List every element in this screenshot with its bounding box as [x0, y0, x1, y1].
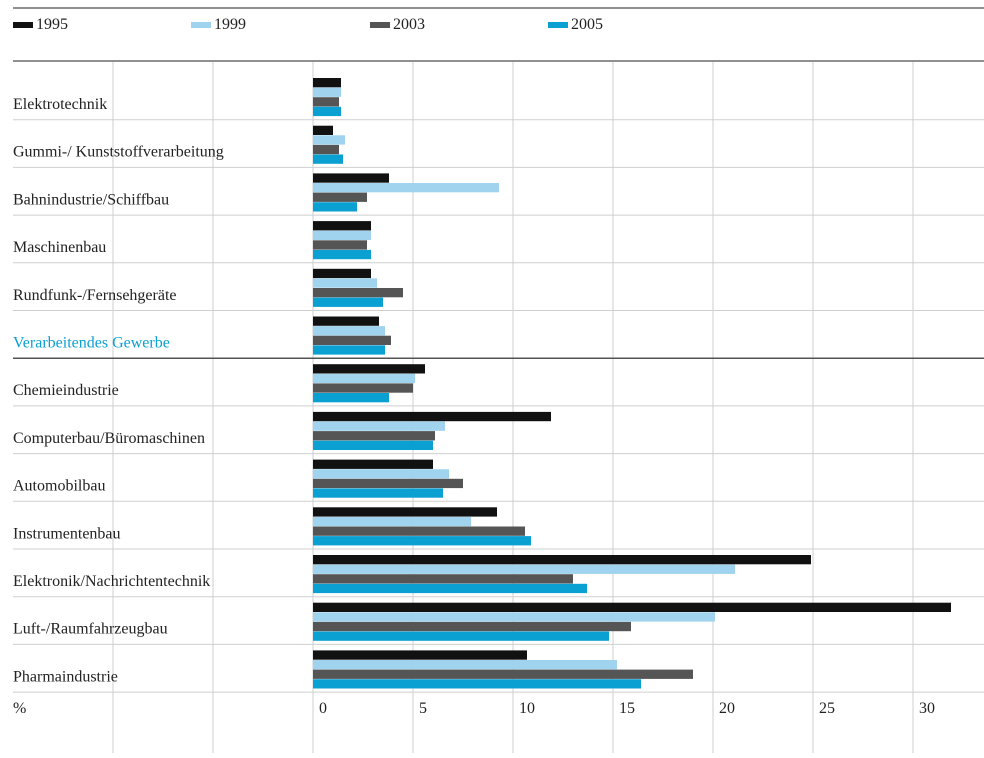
bar-1999 [313, 516, 471, 527]
bar-1999 [313, 278, 377, 288]
category-label: Computerbau/Büromaschinen [13, 430, 205, 447]
category-label: Pharmaindustrie [13, 668, 118, 685]
bar-2003 [313, 97, 339, 107]
category-label: Rundfunk-/Fernsehgeräte [13, 287, 177, 304]
bar-2003 [313, 288, 403, 298]
category-label: Luft-/Raumfahrzeugbau [13, 621, 168, 638]
category-label: Elektronik/Nachrichtentechnik [13, 573, 210, 590]
bar-2005 [313, 679, 641, 689]
category-label: Automobilbau [13, 478, 105, 495]
x-tick-label: 15 [619, 700, 635, 717]
bar-1995 [313, 507, 497, 517]
x-tick-label: 30 [919, 700, 935, 717]
category-labels: Elektrotechnik Gummi-/ Kunststoffverarbei… [13, 96, 224, 685]
category-label: Maschinenbau [13, 239, 106, 256]
legend-swatch-1995 [13, 22, 33, 28]
bar-1999 [313, 87, 341, 97]
bar-2005 [313, 393, 389, 403]
bar-1999 [313, 612, 715, 622]
x-tick-label: 0 [319, 700, 327, 717]
bar-2003 [313, 431, 435, 441]
bar-2005 [313, 202, 357, 212]
bar-2003 [313, 144, 339, 155]
bar-2003 [313, 478, 463, 489]
category-label: Instrumentenbau [13, 525, 121, 542]
bar-2005 [313, 536, 531, 546]
bar-2003 [313, 621, 631, 632]
bar-1999 [313, 564, 735, 574]
x-tick-label: 5 [419, 700, 427, 717]
bar-2003 [313, 526, 525, 536]
category-label: Gummi-/ Kunststoffverarbeitung [13, 144, 224, 161]
category-label: Bahnindustrie/Schiffbau [13, 191, 169, 208]
legend-label-2003: 2003 [393, 16, 425, 33]
bar-2005 [313, 631, 609, 641]
x-axis-ticks: % 0 5 10 15 20 25 30 [13, 700, 935, 717]
bar-2005 [313, 440, 433, 450]
legend: 1995 1999 2003 2005 [13, 16, 603, 33]
legend-swatch-2005 [548, 22, 568, 28]
bar-2003 [313, 240, 367, 250]
x-tick-label: 10 [519, 700, 535, 717]
bar-2005 [313, 488, 443, 498]
bar-2005 [313, 297, 383, 307]
bar-1995 [313, 125, 333, 135]
bar-1999 [313, 135, 345, 145]
bar-1999 [313, 373, 415, 384]
bar-1999 [313, 326, 385, 336]
x-tick-label: 20 [719, 700, 735, 717]
legend-swatch-1999 [191, 22, 211, 28]
grid-layer [13, 62, 984, 753]
bar-1995 [313, 459, 433, 469]
bar-2003 [313, 669, 693, 679]
rule-layer [13, 7, 984, 359]
category-label: Verarbeitendes Gewerbe [13, 335, 170, 352]
x-tick-label: 25 [819, 700, 835, 717]
bar-2003 [313, 383, 413, 393]
bar-1999 [313, 183, 499, 193]
bar-1995 [313, 173, 389, 183]
bar-1999 [313, 469, 449, 479]
bar-1995 [313, 78, 341, 88]
bar-2005 [313, 106, 341, 117]
bar-2005 [313, 345, 385, 355]
bar-2005 [313, 154, 343, 164]
bar-2005 [313, 249, 371, 260]
bar-1999 [313, 230, 371, 240]
bar-1995 [313, 602, 951, 612]
bar-1995 [313, 364, 425, 374]
legend-label-1995: 1995 [36, 16, 68, 33]
bar-1995 [313, 268, 371, 279]
bar-1995 [313, 650, 527, 660]
bar-2003 [313, 574, 573, 584]
bar-2005 [313, 583, 587, 594]
bar-1995 [313, 316, 379, 326]
category-label: Chemieindustrie [13, 382, 119, 399]
bars [313, 78, 951, 689]
bar-1999 [313, 660, 617, 670]
bar-1995 [313, 411, 551, 422]
legend-swatch-2003 [370, 22, 390, 28]
x-axis-unit: % [13, 700, 26, 717]
bar-2003 [313, 335, 391, 345]
bar-1995 [313, 221, 371, 231]
legend-label-1999: 1999 [214, 16, 246, 33]
bar-1995 [313, 555, 811, 565]
bar-1999 [313, 421, 445, 431]
bar-2003 [313, 192, 367, 202]
category-label: Elektrotechnik [13, 96, 107, 113]
legend-label-2005: 2005 [571, 16, 603, 33]
